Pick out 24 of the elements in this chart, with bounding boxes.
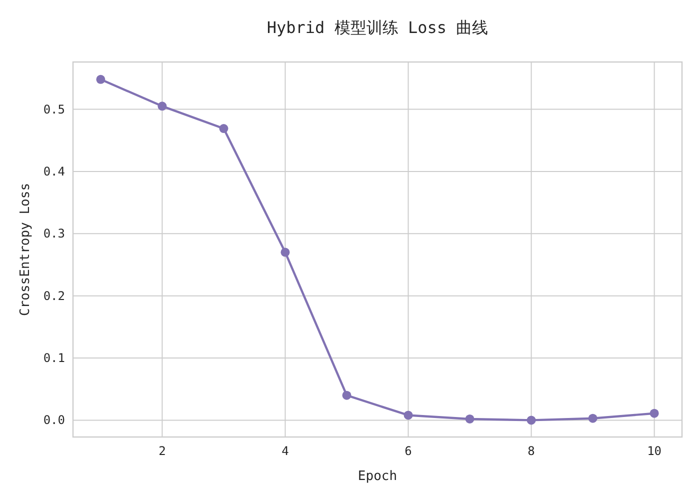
point [342,390,352,400]
y-axis-title: CrossEntropy Loss [18,182,33,316]
point [465,414,474,424]
point [280,248,290,257]
point [404,410,413,420]
x-tick-label: 2 [158,444,166,458]
x-tick-label: 6 [404,444,412,458]
x-tick-label: 4 [282,444,289,458]
y-tick-label: 0.2 [43,288,65,303]
chart-title: Hybrid 模型训练 Loss 曲线 [266,18,488,37]
y-tick-label: 0.1 [43,351,65,366]
y-tick-label: 0.5 [43,102,65,116]
point [650,408,659,418]
x-tick-label: 10 [647,444,662,458]
point [526,416,536,425]
x-axis-title: Epoch [358,469,398,484]
y-tick-label: 0.0 [43,413,65,428]
point [158,102,167,111]
y-tick-label: 0.3 [43,226,65,241]
point [588,414,598,423]
y-tick-label: 0.4 [43,164,65,178]
point [219,124,228,134]
x-tick-label: 8 [528,444,535,458]
point [96,74,106,84]
